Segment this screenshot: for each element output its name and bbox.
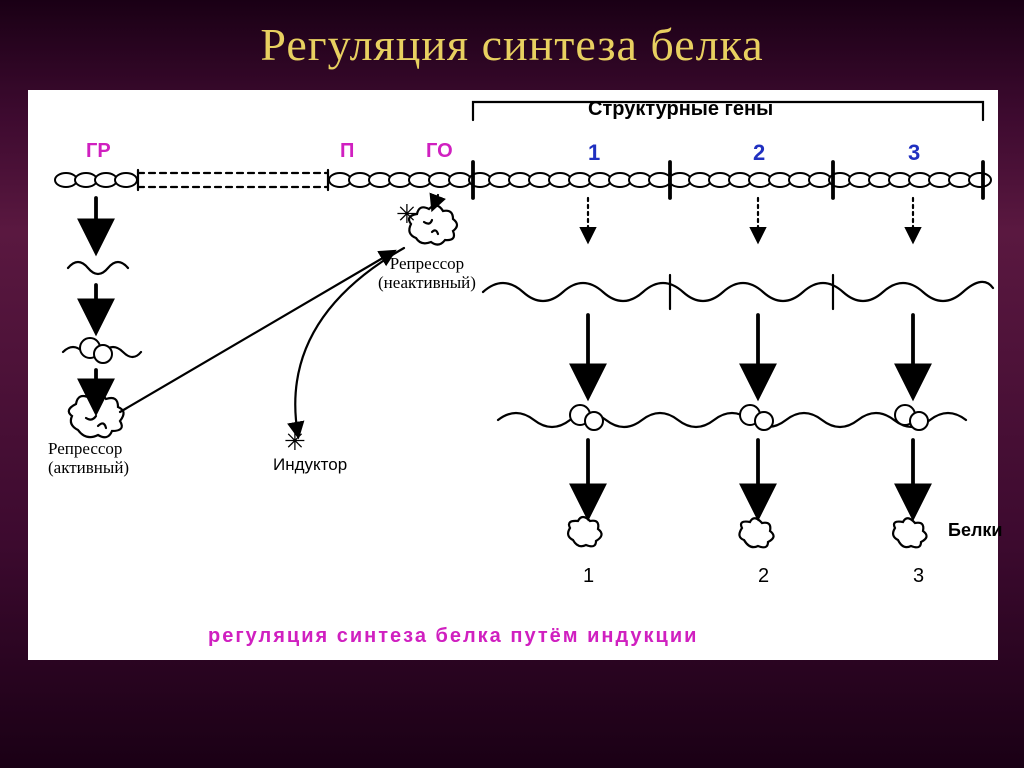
diagram-container: Структурные гены ГР П ГО 1 2 3 Репрессор… xyxy=(28,90,998,660)
protein-3-icon xyxy=(893,518,926,547)
ribosome-1-icon xyxy=(570,405,603,430)
ribosome-3-icon xyxy=(895,405,928,430)
dna-helix-icon xyxy=(55,162,991,198)
ribosome-2-icon xyxy=(740,405,773,430)
ribosome-icon xyxy=(63,338,141,363)
svg-text:✳: ✳ xyxy=(396,200,418,229)
svg-text:✳: ✳ xyxy=(284,427,306,456)
page-title: Регуляция синтеза белка xyxy=(0,0,1024,71)
protein-2-icon xyxy=(739,518,773,547)
diagram-svg: ✳ ✳ xyxy=(28,90,998,660)
protein-1-icon xyxy=(568,517,601,546)
